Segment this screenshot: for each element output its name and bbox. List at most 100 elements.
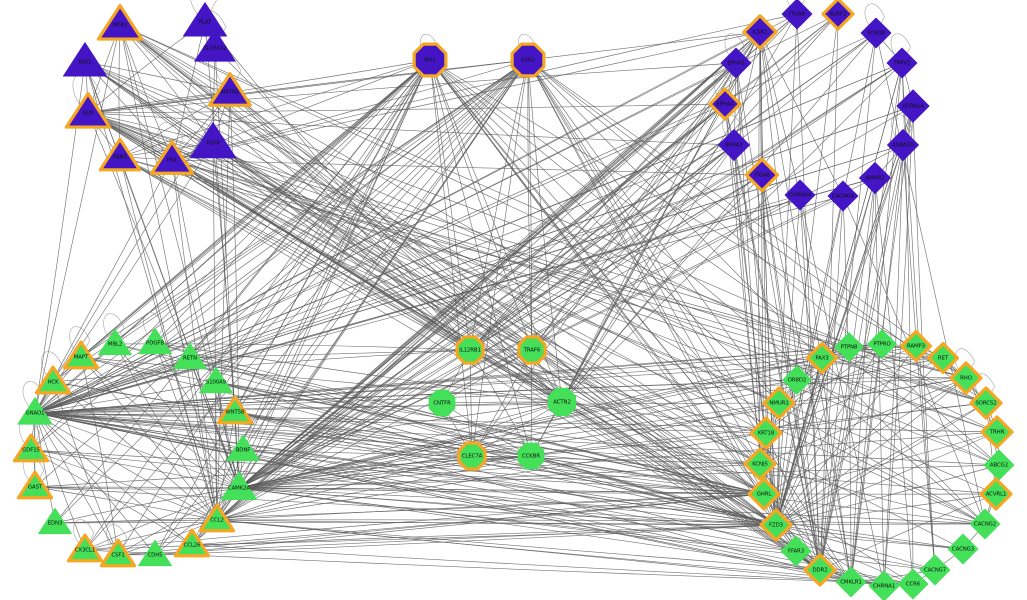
graph-node-hck[interactable] (34, 365, 72, 395)
edge (215, 381, 761, 465)
graph-node-or8d2[interactable] (782, 365, 812, 395)
edge (34, 412, 1000, 466)
graph-node-gast[interactable] (16, 470, 54, 500)
graph-node-cdh5[interactable] (138, 539, 172, 567)
graph-node-trhr[interactable] (980, 415, 1014, 449)
graph-node-adra1a[interactable] (896, 89, 930, 123)
edge (796, 377, 967, 381)
graph-node-il12rb1[interactable] (455, 335, 485, 365)
graph-node-plat[interactable] (182, 2, 228, 37)
graph-node-ffar3[interactable] (780, 535, 812, 567)
graph-node-mbl2[interactable] (98, 328, 132, 356)
graph-node-cacng4[interactable] (827, 180, 859, 212)
graph-node-retn[interactable] (173, 342, 207, 370)
graph-node-epha4[interactable] (708, 87, 742, 121)
graph-node-klrf2[interactable] (821, 0, 855, 31)
graph-node-krt18[interactable] (749, 416, 783, 450)
edge (119, 24, 563, 403)
graph-node-edn3[interactable] (38, 507, 72, 535)
graph-node-chrna1[interactable] (868, 570, 900, 600)
graph-node-chrna4[interactable] (784, 179, 816, 211)
graph-node-ccr6[interactable] (897, 568, 929, 600)
graph-node-traf6[interactable] (517, 335, 547, 365)
graph-node-cckbr[interactable] (517, 442, 545, 470)
graph-node-cntfr[interactable] (428, 389, 456, 417)
graph-node-gdf15[interactable] (12, 433, 50, 463)
graph-node-wnt5b[interactable] (216, 395, 254, 425)
edge (819, 32, 877, 571)
graph-node-bdnf[interactable] (226, 434, 260, 462)
graph-node-ccl2[interactable] (198, 503, 236, 533)
edges-layer (30, 13, 1000, 587)
edge (52, 59, 431, 383)
graph-node-itga6[interactable] (744, 157, 780, 193)
graph-node-fbn1[interactable] (98, 137, 142, 172)
graph-node-cmklr1[interactable] (835, 566, 867, 598)
graph-node-acvrl1[interactable] (979, 477, 1013, 511)
graph-node-slc6a12[interactable] (194, 29, 236, 62)
graph-node-irs1[interactable] (412, 42, 448, 78)
graph-node-mtr2[interactable] (96, 4, 144, 41)
graph-node-adra1d[interactable] (887, 129, 919, 161)
edge (775, 524, 914, 585)
graph-node-itga8[interactable] (781, 0, 813, 30)
graph-node-ramp3[interactable] (900, 330, 932, 362)
graph-node-matn2[interactable] (208, 72, 252, 107)
graph-node-actn2[interactable] (547, 387, 577, 417)
graph-node-kcnj5[interactable] (743, 447, 777, 481)
edge (469, 32, 877, 351)
edge (531, 144, 735, 351)
edge (796, 13, 821, 571)
edge (561, 401, 777, 526)
edge (80, 356, 777, 526)
graph-node-eln[interactable] (64, 92, 112, 129)
graph-node-il1r2[interactable] (742, 14, 778, 50)
edge (84, 61, 767, 434)
graph-node-cacng3[interactable] (947, 533, 979, 565)
edge (189, 59, 529, 359)
graph-node-camk2a[interactable] (220, 471, 258, 500)
graph-node-esr2[interactable] (510, 42, 546, 78)
graph-node-nid1[interactable] (62, 42, 108, 77)
graph-node-ccl26[interactable] (173, 528, 211, 558)
edge (429, 59, 532, 457)
graph-node-ptpro[interactable] (867, 329, 897, 359)
graph-node-fn1[interactable] (150, 140, 194, 175)
edge (84, 519, 218, 551)
edge (775, 357, 944, 526)
graph-node-epha3[interactable] (718, 129, 750, 161)
graph-node-clec7a[interactable] (457, 441, 487, 471)
graph-node-ptpn8[interactable] (834, 332, 864, 362)
edge (215, 381, 765, 495)
graph-node-pax3[interactable] (806, 342, 838, 374)
graph-node-mapt[interactable] (62, 340, 100, 370)
graph-node-csf1[interactable] (99, 538, 137, 568)
graph-node-cacng7[interactable] (919, 554, 951, 586)
edge (238, 401, 563, 489)
graph-node-cacng2[interactable] (969, 508, 1001, 540)
graph-node-abcg2[interactable] (983, 449, 1015, 481)
edge (216, 455, 473, 521)
graph-node-amhr2[interactable] (859, 162, 891, 194)
graph-node-gnao1[interactable] (17, 397, 53, 425)
graph-node-nmur1[interactable] (762, 386, 796, 420)
graph-node-trpv1[interactable] (886, 47, 918, 79)
graph-node-epha5[interactable] (720, 47, 752, 79)
edge (214, 47, 563, 403)
graph-node-pdgfb[interactable] (138, 327, 172, 355)
graph-node-fgf6[interactable] (189, 122, 237, 159)
edge (850, 144, 904, 583)
edge (238, 32, 877, 489)
graph-node-s100a9[interactable] (199, 366, 233, 394)
edge (87, 112, 563, 403)
graph-node-ret[interactable] (927, 342, 959, 374)
graph-node-ghrl[interactable] (747, 477, 781, 511)
graph-node-scn3b[interactable] (860, 17, 892, 49)
graph-node-ddr2[interactable] (803, 553, 837, 587)
graph-node-sorcs2[interactable] (969, 386, 1003, 420)
graph-node-rho[interactable] (949, 361, 983, 395)
graph-node-cx3cl1[interactable] (66, 533, 104, 563)
graph-node-fzd3[interactable] (759, 508, 793, 542)
